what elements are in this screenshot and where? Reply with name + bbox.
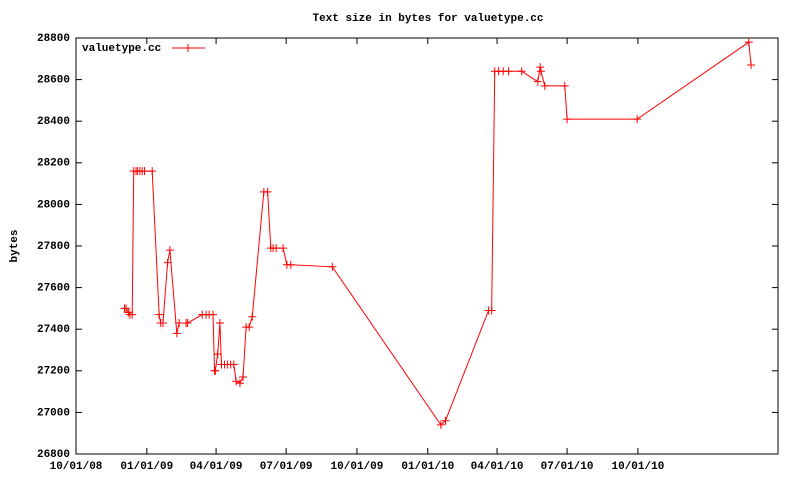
- x-tick-label: 10/01/08: [50, 461, 103, 473]
- data-point: [436, 420, 445, 429]
- data-point: [263, 187, 272, 196]
- data-point: [286, 260, 295, 269]
- y-tick-label: 27400: [37, 324, 70, 336]
- legend-marker: [184, 44, 192, 52]
- data-point: [328, 262, 337, 271]
- data-point: [172, 329, 181, 338]
- data-point: [563, 115, 572, 124]
- x-tick-label: 10/01/09: [331, 461, 384, 473]
- data-point: [122, 304, 131, 313]
- x-tick-label: 07/01/09: [260, 461, 313, 473]
- data-point: [517, 67, 526, 76]
- data-point: [272, 244, 281, 253]
- data-point: [232, 377, 241, 386]
- data-point: [124, 308, 133, 317]
- data-point: [183, 318, 192, 327]
- data-point: [163, 258, 172, 267]
- x-tick-label: 04/01/09: [190, 461, 243, 473]
- data-point: [213, 350, 222, 359]
- plot-frame: [75, 37, 779, 455]
- x-tick-label: 01/01/09: [120, 461, 173, 473]
- data-point: [744, 38, 753, 47]
- data-point: [560, 81, 569, 90]
- data-point: [239, 373, 248, 382]
- y-tick-label: 27200: [37, 366, 70, 378]
- y-tick-label: 28200: [37, 158, 70, 170]
- data-point: [536, 63, 545, 72]
- series-line: [124, 41, 752, 426]
- data-point: [148, 167, 157, 176]
- data-point: [229, 360, 238, 369]
- y-tick-label: 28600: [37, 75, 70, 87]
- y-tick-label: 26800: [37, 449, 70, 461]
- x-tick-label: 10/01/10: [612, 461, 665, 473]
- data-point: [487, 306, 496, 315]
- legend-label: valuetype.cc: [82, 43, 161, 55]
- data-point: [245, 323, 254, 332]
- y-tick-label: 27000: [37, 407, 70, 419]
- data-point: [504, 67, 513, 76]
- data-point: [209, 310, 218, 319]
- data-point: [279, 244, 288, 253]
- data-point: [155, 310, 164, 319]
- data-point: [633, 115, 642, 124]
- y-tick-label: 27800: [37, 241, 70, 253]
- data-point: [215, 318, 224, 327]
- data-point: [536, 67, 545, 76]
- data-point: [441, 416, 450, 425]
- data-point: [140, 167, 149, 176]
- data-point: [175, 318, 184, 327]
- x-tick-label: 07/01/10: [541, 461, 594, 473]
- data-point: [128, 310, 137, 319]
- y-axis-label: bytes: [9, 229, 21, 262]
- x-tick-label: 04/01/10: [471, 461, 524, 473]
- data-point: [540, 81, 549, 90]
- chart-title: Text size in bytes for valuetype.cc: [312, 13, 543, 25]
- data-point: [533, 77, 542, 86]
- y-tick-label: 28400: [37, 116, 70, 128]
- data-point: [165, 246, 174, 255]
- data-point: [211, 366, 220, 375]
- data-point: [248, 312, 257, 321]
- data-point: [158, 318, 167, 327]
- x-tick-label: 01/01/10: [401, 461, 454, 473]
- y-tick-label: 27600: [37, 283, 70, 295]
- y-tick-label: 28000: [37, 199, 70, 211]
- data-point: [235, 379, 244, 388]
- data-point: [747, 61, 756, 70]
- y-tick-label: 28800: [37, 33, 70, 45]
